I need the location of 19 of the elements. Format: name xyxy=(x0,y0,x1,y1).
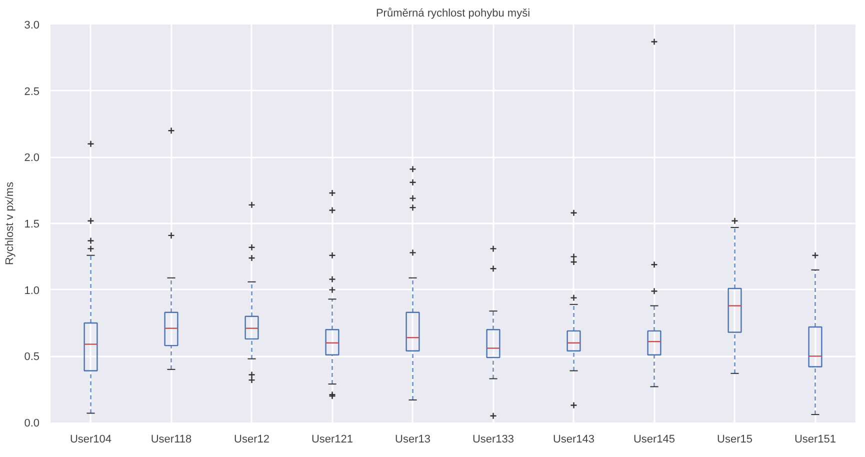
x-tick-label: User13 xyxy=(395,434,430,446)
x-tick-label: User143 xyxy=(552,434,595,446)
chart-title: Průměrná rychlost pohybu myši xyxy=(376,8,530,20)
y-tick-label: 2.0 xyxy=(24,152,40,164)
y-axis-title: Rychlost v px/ms xyxy=(4,181,16,266)
x-tick-label: User121 xyxy=(311,434,354,446)
y-tick-label: 2.5 xyxy=(24,86,40,98)
x-tick-label: User151 xyxy=(794,434,836,446)
x-tick-label: User104 xyxy=(70,434,112,446)
y-tick-label: 0.0 xyxy=(24,418,40,430)
y-tick-label: 0.5 xyxy=(24,351,40,364)
x-tick-label: User118 xyxy=(150,434,192,446)
x-tick-label: User145 xyxy=(633,434,676,446)
x-tick-label: User15 xyxy=(717,434,752,446)
y-tick-label: 1.0 xyxy=(24,284,40,297)
y-tick-label: 1.5 xyxy=(24,218,40,230)
x-tick-label: User133 xyxy=(472,434,514,446)
x-tick-label: User12 xyxy=(234,434,270,446)
y-tick-label: 3.0 xyxy=(24,20,40,32)
